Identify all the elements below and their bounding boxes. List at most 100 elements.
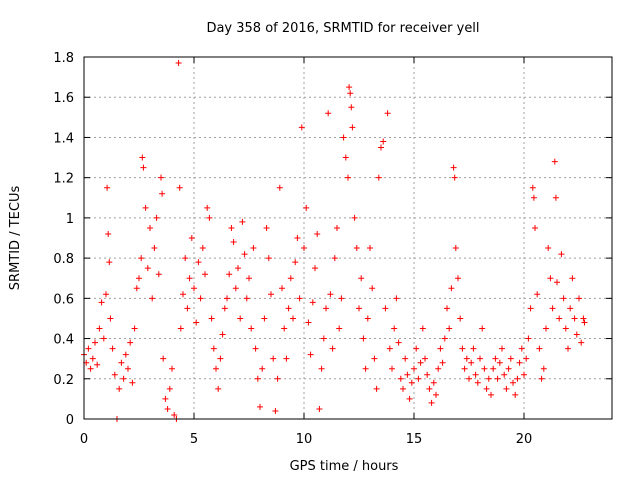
data-point <box>323 305 329 312</box>
data-point <box>534 291 541 298</box>
data-point <box>235 265 241 272</box>
data-point <box>177 325 184 332</box>
data-point <box>213 365 219 372</box>
data-point <box>303 204 310 211</box>
data-point <box>111 371 118 378</box>
y-tick-label: 0.2 <box>53 373 74 388</box>
data-point <box>162 395 169 402</box>
data-point <box>549 305 556 312</box>
data-point <box>348 104 355 111</box>
data-point <box>450 164 457 171</box>
data-point <box>472 371 479 378</box>
data-point <box>459 345 466 352</box>
data-point <box>538 375 545 382</box>
y-tick-label: 1.4 <box>53 131 74 146</box>
data-point <box>334 224 340 231</box>
data-point <box>193 319 200 326</box>
data-point <box>325 110 332 117</box>
data-point <box>571 315 578 322</box>
data-point <box>351 214 358 221</box>
data-point <box>479 325 486 332</box>
data-point <box>501 371 508 378</box>
data-point <box>105 230 112 237</box>
data-point <box>140 164 147 171</box>
data-point <box>85 345 92 352</box>
data-point <box>488 391 494 398</box>
data-point <box>419 325 426 332</box>
data-point <box>309 299 316 306</box>
data-point <box>144 265 151 272</box>
data-point <box>272 407 279 414</box>
data-point <box>430 379 437 386</box>
data-point <box>230 239 237 246</box>
grid <box>84 57 612 419</box>
data-point <box>485 375 492 382</box>
data-point <box>159 190 166 197</box>
data-point <box>455 275 461 282</box>
data-point <box>514 375 521 382</box>
data-point <box>581 319 588 326</box>
data-point <box>226 271 233 278</box>
data-point <box>336 325 343 332</box>
data-point <box>116 385 123 392</box>
data-point <box>496 359 503 366</box>
data-point <box>171 411 178 418</box>
data-point <box>373 385 380 392</box>
data-point <box>404 371 411 378</box>
data-point <box>477 355 483 362</box>
data-point <box>241 251 248 258</box>
data-point <box>406 395 413 402</box>
data-point <box>252 345 259 352</box>
data-point <box>558 251 565 258</box>
data-point <box>290 315 296 322</box>
data-point <box>457 315 464 322</box>
data-point <box>543 325 549 332</box>
data-point <box>395 339 402 346</box>
y-tick-label: 1.6 <box>53 91 74 106</box>
data-point <box>358 275 365 282</box>
data-point <box>545 245 552 252</box>
data-point <box>312 265 318 272</box>
data-point <box>540 365 547 372</box>
data-point <box>298 124 305 131</box>
data-point <box>270 355 277 362</box>
data-point <box>435 365 442 372</box>
data-point <box>274 375 281 382</box>
data-point <box>364 315 371 322</box>
data-point <box>532 224 538 231</box>
data-point <box>136 275 142 282</box>
data-point <box>378 144 384 151</box>
data-point <box>125 365 131 372</box>
data-point <box>131 325 138 332</box>
data-point <box>437 345 444 352</box>
y-tick-label: 1.8 <box>53 51 74 66</box>
data-point <box>305 319 312 326</box>
data-point <box>263 224 270 231</box>
data-point <box>356 305 362 312</box>
data-point <box>461 365 468 372</box>
data-point <box>248 325 255 332</box>
data-point <box>204 204 211 211</box>
data-point <box>353 245 360 252</box>
y-tick-label: 1.2 <box>53 172 74 187</box>
data-point <box>384 110 391 117</box>
data-point <box>164 405 171 412</box>
data-point <box>96 325 103 332</box>
data-point <box>494 375 501 382</box>
data-point <box>283 355 290 362</box>
data-point <box>224 295 230 302</box>
data-point <box>507 355 514 362</box>
data-point <box>391 325 398 332</box>
data-point <box>347 90 354 97</box>
data-point <box>276 184 283 191</box>
data-point <box>386 345 393 352</box>
data-point <box>259 365 266 372</box>
x-tick-label: 0 <box>80 432 88 447</box>
data-point <box>327 291 334 298</box>
data-point <box>292 259 299 266</box>
data-point <box>107 315 114 322</box>
data-point <box>380 138 387 145</box>
data-point <box>307 351 314 358</box>
data-point <box>547 275 554 282</box>
